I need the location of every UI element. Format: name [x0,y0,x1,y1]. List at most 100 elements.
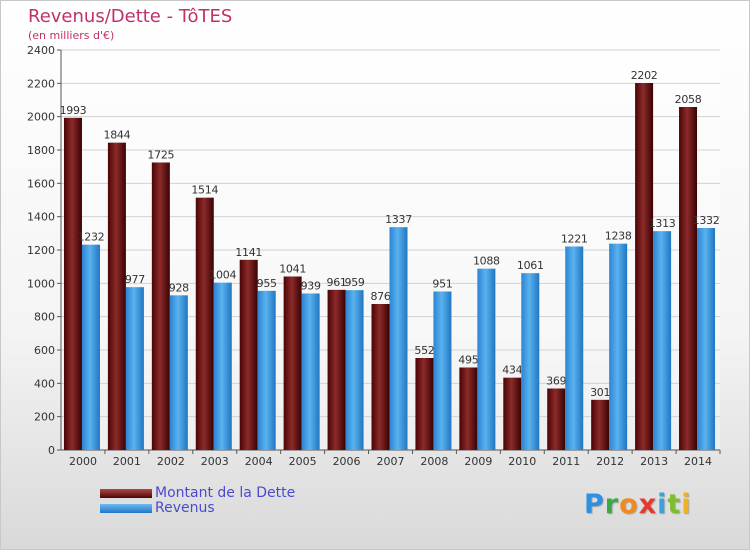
bar-dette [107,142,126,450]
bar-dette [283,276,302,450]
data-label-revenus: 955 [257,277,277,290]
x-tick-label: 2009 [464,455,492,468]
legend: Montant de la Dette Revenus [100,486,295,516]
bar-revenus [653,231,672,450]
x-tick-label: 2006 [333,455,361,468]
data-label-revenus: 1061 [517,259,544,272]
y-tick-label: 2000 [27,111,55,124]
data-label-dette: 2058 [675,93,702,106]
x-tick-label: 2002 [157,455,185,468]
logo-letter: o [619,489,639,520]
legend-swatch-dette [100,489,152,498]
y-tick-label: 200 [34,411,55,424]
bar-revenus [565,246,584,450]
bar-revenus [169,295,188,450]
chart-subtitle: (en milliers d'€) [28,29,115,42]
y-tick-label: 1800 [27,144,55,157]
legend-item-dette: Montant de la Dette [100,486,295,501]
bar-dette [415,358,434,450]
bar-dette [635,83,654,450]
bar-revenus [521,273,540,450]
bar-revenus [257,290,276,450]
x-tick-label: 2003 [201,455,229,468]
logo-letter: i [681,489,692,520]
bar-dette [591,399,610,450]
x-tick-label: 2004 [245,455,273,468]
bar-dette [151,162,170,450]
data-label-revenus: 1337 [385,213,412,226]
bar-revenus [477,268,496,450]
data-label-dette: 369 [546,375,566,388]
x-tick-label: 2014 [684,455,712,468]
bar-dette [503,377,522,450]
bar-dette [547,388,566,450]
x-tick-label: 2008 [420,455,448,468]
legend-label-revenus: Revenus [155,500,215,516]
data-label-dette: 1514 [191,184,218,197]
x-tick-label: 2012 [596,455,624,468]
bar-revenus [81,244,100,450]
x-tick-label: 2007 [377,455,405,468]
y-tick-label: 0 [48,444,55,457]
bar-dette [239,259,258,450]
y-tick-label: 2200 [27,77,55,90]
legend-label-dette: Montant de la Dette [155,485,296,501]
data-label-revenus: 951 [432,278,452,291]
data-label-revenus: 1238 [605,230,632,243]
data-label-revenus: 1332 [693,214,720,227]
logo-letter: i [657,489,668,520]
data-label-dette: 1725 [147,149,174,162]
bar-revenus [433,291,452,450]
bar-dette [195,197,214,450]
data-label-dette: 552 [414,344,434,357]
bar-revenus [697,228,716,450]
data-label-revenus: 928 [169,281,189,294]
bar-revenus [213,282,232,450]
bar-revenus [609,243,628,450]
chart-title: Revenus/Dette - TôTES [28,6,233,27]
bar-dette [327,289,346,450]
data-label-revenus: 959 [345,276,365,289]
data-label-dette: 495 [458,354,478,367]
data-label-revenus: 1221 [561,233,588,246]
x-tick-label: 2005 [289,455,317,468]
data-label-dette: 434 [502,364,522,377]
bar-revenus [125,287,144,450]
x-tick-label: 2011 [552,455,580,468]
data-label-dette: 2202 [631,69,658,82]
logo-letter: P [584,489,605,520]
x-tick-label: 2013 [640,455,668,468]
y-tick-label: 800 [34,311,55,324]
bar-dette [371,304,390,450]
x-tick-label: 2001 [113,455,141,468]
logo-letter: r [604,489,620,520]
bar-revenus [301,293,320,450]
y-tick-label: 1400 [27,211,55,224]
y-tick-label: 1600 [27,177,55,190]
data-label-dette: 301 [590,386,610,399]
x-tick-label: 2000 [69,455,97,468]
y-tick-label: 600 [34,344,55,357]
data-label-dette: 1993 [60,104,87,117]
bar-dette [459,367,478,450]
data-label-dette: 961 [327,276,347,289]
data-label-revenus: 1004 [209,269,236,282]
data-label-revenus: 977 [125,273,145,286]
data-label-revenus: 1313 [649,217,676,230]
y-tick-label: 1200 [27,244,55,257]
data-label-dette: 1141 [235,246,262,259]
bar-dette [63,117,82,450]
legend-swatch-revenus [100,504,152,513]
proxiti-logo: Proxiti [584,489,692,520]
data-label-revenus: 1232 [78,231,105,244]
y-tick-label: 400 [34,377,55,390]
data-label-dette: 876 [370,290,390,303]
y-tick-label: 1000 [27,277,55,290]
y-tick-label: 2400 [27,44,55,57]
data-label-dette: 1041 [279,263,306,276]
x-tick-label: 2010 [508,455,536,468]
bar-revenus [345,290,364,450]
bar-revenus [389,227,408,450]
logo-letter: t [667,489,682,520]
